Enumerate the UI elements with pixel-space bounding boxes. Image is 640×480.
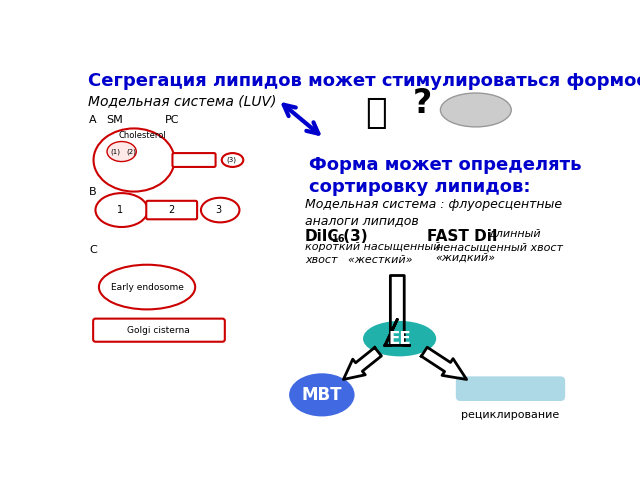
Ellipse shape [363, 321, 436, 356]
Text: PC: PC [164, 115, 179, 125]
Text: C: C [90, 245, 97, 255]
Ellipse shape [93, 129, 174, 192]
Polygon shape [344, 348, 381, 380]
Polygon shape [421, 347, 467, 380]
Ellipse shape [95, 193, 148, 227]
Text: Cholesterol: Cholesterol [118, 131, 166, 140]
FancyBboxPatch shape [172, 153, 216, 167]
Text: Модельная система (LUV): Модельная система (LUV) [88, 95, 276, 108]
Ellipse shape [440, 93, 511, 127]
FancyBboxPatch shape [147, 201, 197, 219]
FancyBboxPatch shape [456, 376, 565, 401]
FancyBboxPatch shape [93, 319, 225, 342]
Text: (3): (3) [226, 157, 236, 163]
Ellipse shape [201, 198, 239, 222]
Ellipse shape [221, 153, 243, 167]
Text: SM: SM [106, 115, 123, 125]
Text: Сегрегация липидов может стимулироваться формообразованием: Сегрегация липидов может стимулироваться… [88, 72, 640, 90]
Text: ?: ? [412, 87, 431, 120]
Ellipse shape [289, 373, 355, 417]
Text: (3): (3) [338, 228, 367, 243]
Text: EE: EE [388, 330, 411, 348]
Text: B: B [90, 187, 97, 197]
Text: 2: 2 [168, 205, 175, 215]
Ellipse shape [107, 142, 136, 162]
Text: Форма может определять
сортировку липидов:: Форма может определять сортировку липидо… [308, 156, 581, 196]
Text: Модельная система : флуоресцентные
аналоги липидов: Модельная система : флуоресцентные анало… [305, 198, 562, 227]
Text: длинный: длинный [488, 228, 541, 239]
Text: Golgi cisterna: Golgi cisterna [127, 325, 190, 335]
Text: (1): (1) [111, 148, 121, 155]
Text: МВТ: МВТ [301, 386, 342, 404]
Polygon shape [385, 276, 410, 346]
Text: DiIC: DiIC [305, 228, 339, 243]
Text: ненасыщенный хвост: ненасыщенный хвост [436, 242, 563, 252]
Text: A: A [90, 115, 97, 125]
Text: рециклирование: рециклирование [461, 410, 559, 420]
Text: FAST DiI: FAST DiI [427, 228, 497, 243]
Text: «жидкий»: «жидкий» [436, 252, 496, 263]
Text: короткий насыщенный
хвост   «жесткий»: короткий насыщенный хвост «жесткий» [305, 242, 440, 265]
Ellipse shape [99, 265, 195, 310]
Text: (2): (2) [126, 148, 136, 155]
Text: 3: 3 [216, 205, 221, 215]
Text: 1: 1 [117, 205, 123, 215]
Text: 🐤: 🐤 [365, 96, 387, 130]
Text: 16: 16 [332, 234, 346, 244]
Text: Early endosome: Early endosome [111, 283, 184, 291]
